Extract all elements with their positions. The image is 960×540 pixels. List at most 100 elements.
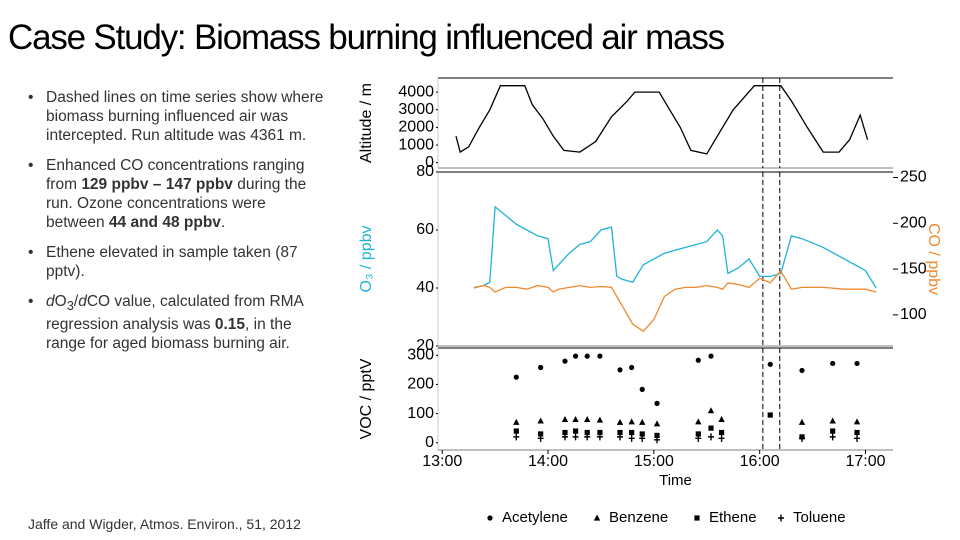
- citation: Jaffe and Wigder, Atmos. Environ., 51, 2…: [28, 516, 301, 532]
- bullet: Ethene elevated in sample taken (87 pptv…: [28, 243, 328, 281]
- point: [617, 367, 623, 373]
- y-tick-label: 0: [425, 434, 434, 451]
- bullet-text: 3: [66, 298, 74, 314]
- point: [617, 433, 623, 441]
- point: [718, 429, 725, 436]
- point: [654, 436, 661, 444]
- bullet-text: 0.15: [214, 316, 246, 334]
- y-axis-title: Altitude / m: [358, 83, 375, 163]
- legend-label: Acetylene: [502, 509, 568, 526]
- point: [854, 434, 861, 442]
- point: [695, 357, 701, 363]
- y-tick-label: 0: [425, 154, 434, 171]
- point: [708, 353, 714, 359]
- point: [629, 364, 635, 371]
- legend-marker: [778, 514, 784, 522]
- y-tick-label: 80: [416, 163, 434, 180]
- legend-label: Ethene: [709, 509, 757, 526]
- bullet-text: .: [220, 214, 226, 231]
- bullet-text: /: [73, 293, 79, 310]
- y2-tick-label: 100: [900, 306, 927, 323]
- point: [639, 386, 645, 392]
- bullet-text: d: [78, 293, 87, 310]
- y2-tick-label: 250: [900, 169, 927, 186]
- bullet-text: CO value, calculated from RMA regression…: [46, 293, 304, 334]
- point: [596, 416, 604, 423]
- point: [584, 353, 590, 359]
- x-axis-title: Time: [659, 472, 692, 489]
- bullet: dO3/dCO value, calculated from RMA regre…: [28, 292, 328, 353]
- y-tick-label: 3000: [398, 101, 434, 118]
- x-tick-label: 17:00: [845, 453, 885, 470]
- point: [584, 433, 591, 441]
- point: [854, 360, 860, 367]
- point: [639, 431, 645, 437]
- point: [537, 434, 544, 442]
- series-line: [455, 85, 869, 155]
- point: [628, 418, 635, 425]
- point: [597, 429, 603, 436]
- slide-title: Case Study: Biomass burning influenced a…: [8, 18, 725, 57]
- point: [718, 416, 725, 422]
- y-tick-label: 300: [407, 347, 434, 364]
- y-tick-label: 20: [416, 337, 434, 354]
- point: [538, 364, 544, 371]
- point: [708, 433, 714, 441]
- point: [767, 361, 773, 367]
- x-tick-label: 15:00: [634, 453, 674, 470]
- point: [707, 407, 715, 414]
- point: [537, 417, 544, 424]
- point: [653, 420, 661, 427]
- point: [767, 412, 773, 418]
- point: [695, 418, 702, 425]
- point: [583, 416, 591, 422]
- point: [718, 434, 725, 442]
- point: [829, 417, 836, 424]
- x-tick-label: 16:00: [740, 453, 780, 470]
- bullet-text: , in the range for aged biomass burning …: [46, 316, 292, 353]
- point: [572, 353, 579, 359]
- point: [654, 432, 660, 439]
- point: [572, 428, 579, 434]
- point: [654, 400, 660, 406]
- point: [617, 429, 623, 436]
- point: [695, 431, 701, 437]
- point: [572, 433, 579, 441]
- point: [639, 418, 646, 425]
- series-line: [473, 269, 877, 333]
- bullet-text: during the run. Ozone concentrations wer…: [46, 176, 307, 231]
- bullet-text: Dashed lines on time series show where b…: [46, 89, 324, 144]
- x-tick-label: 13:00: [422, 453, 462, 470]
- point: [798, 418, 806, 425]
- point: [596, 433, 603, 441]
- y-tick-label: 2000: [398, 119, 434, 136]
- legend-marker: [487, 515, 493, 521]
- bullet-list: Dashed lines on time series show where b…: [28, 88, 328, 364]
- y2-tick-label: 150: [900, 260, 927, 277]
- point: [853, 418, 861, 425]
- bullet-text: d: [46, 293, 55, 310]
- y-tick-label: 100: [407, 405, 434, 422]
- legend-label: Toluene: [793, 509, 846, 526]
- y2-tick-label: 200: [900, 215, 927, 232]
- bullet-text: 44 and 48 ppbv: [108, 214, 221, 231]
- y-axis-title: O₃ / ppbv: [358, 226, 375, 293]
- y-tick-label: 60: [416, 221, 434, 238]
- y-tick-label: 40: [416, 279, 434, 296]
- point: [695, 434, 702, 442]
- point: [639, 434, 646, 442]
- bullet-text: Ethene elevated in sample taken (87 pptv…: [46, 244, 298, 280]
- point: [830, 360, 836, 367]
- point: [572, 416, 579, 422]
- bullet: Enhanced CO concentrations ranging from …: [28, 156, 328, 232]
- series-line: [473, 205, 877, 289]
- point: [562, 429, 568, 436]
- legend-marker: [593, 514, 601, 521]
- y-tick-label: 200: [407, 376, 434, 393]
- bullet-text: 129 ppbv – 147 ppbv: [81, 176, 233, 193]
- y2-axis-title: CO / ppbv: [925, 223, 942, 295]
- bullet-text: O: [54, 293, 67, 310]
- x-tick-label: 14:00: [528, 453, 568, 470]
- point: [538, 431, 544, 437]
